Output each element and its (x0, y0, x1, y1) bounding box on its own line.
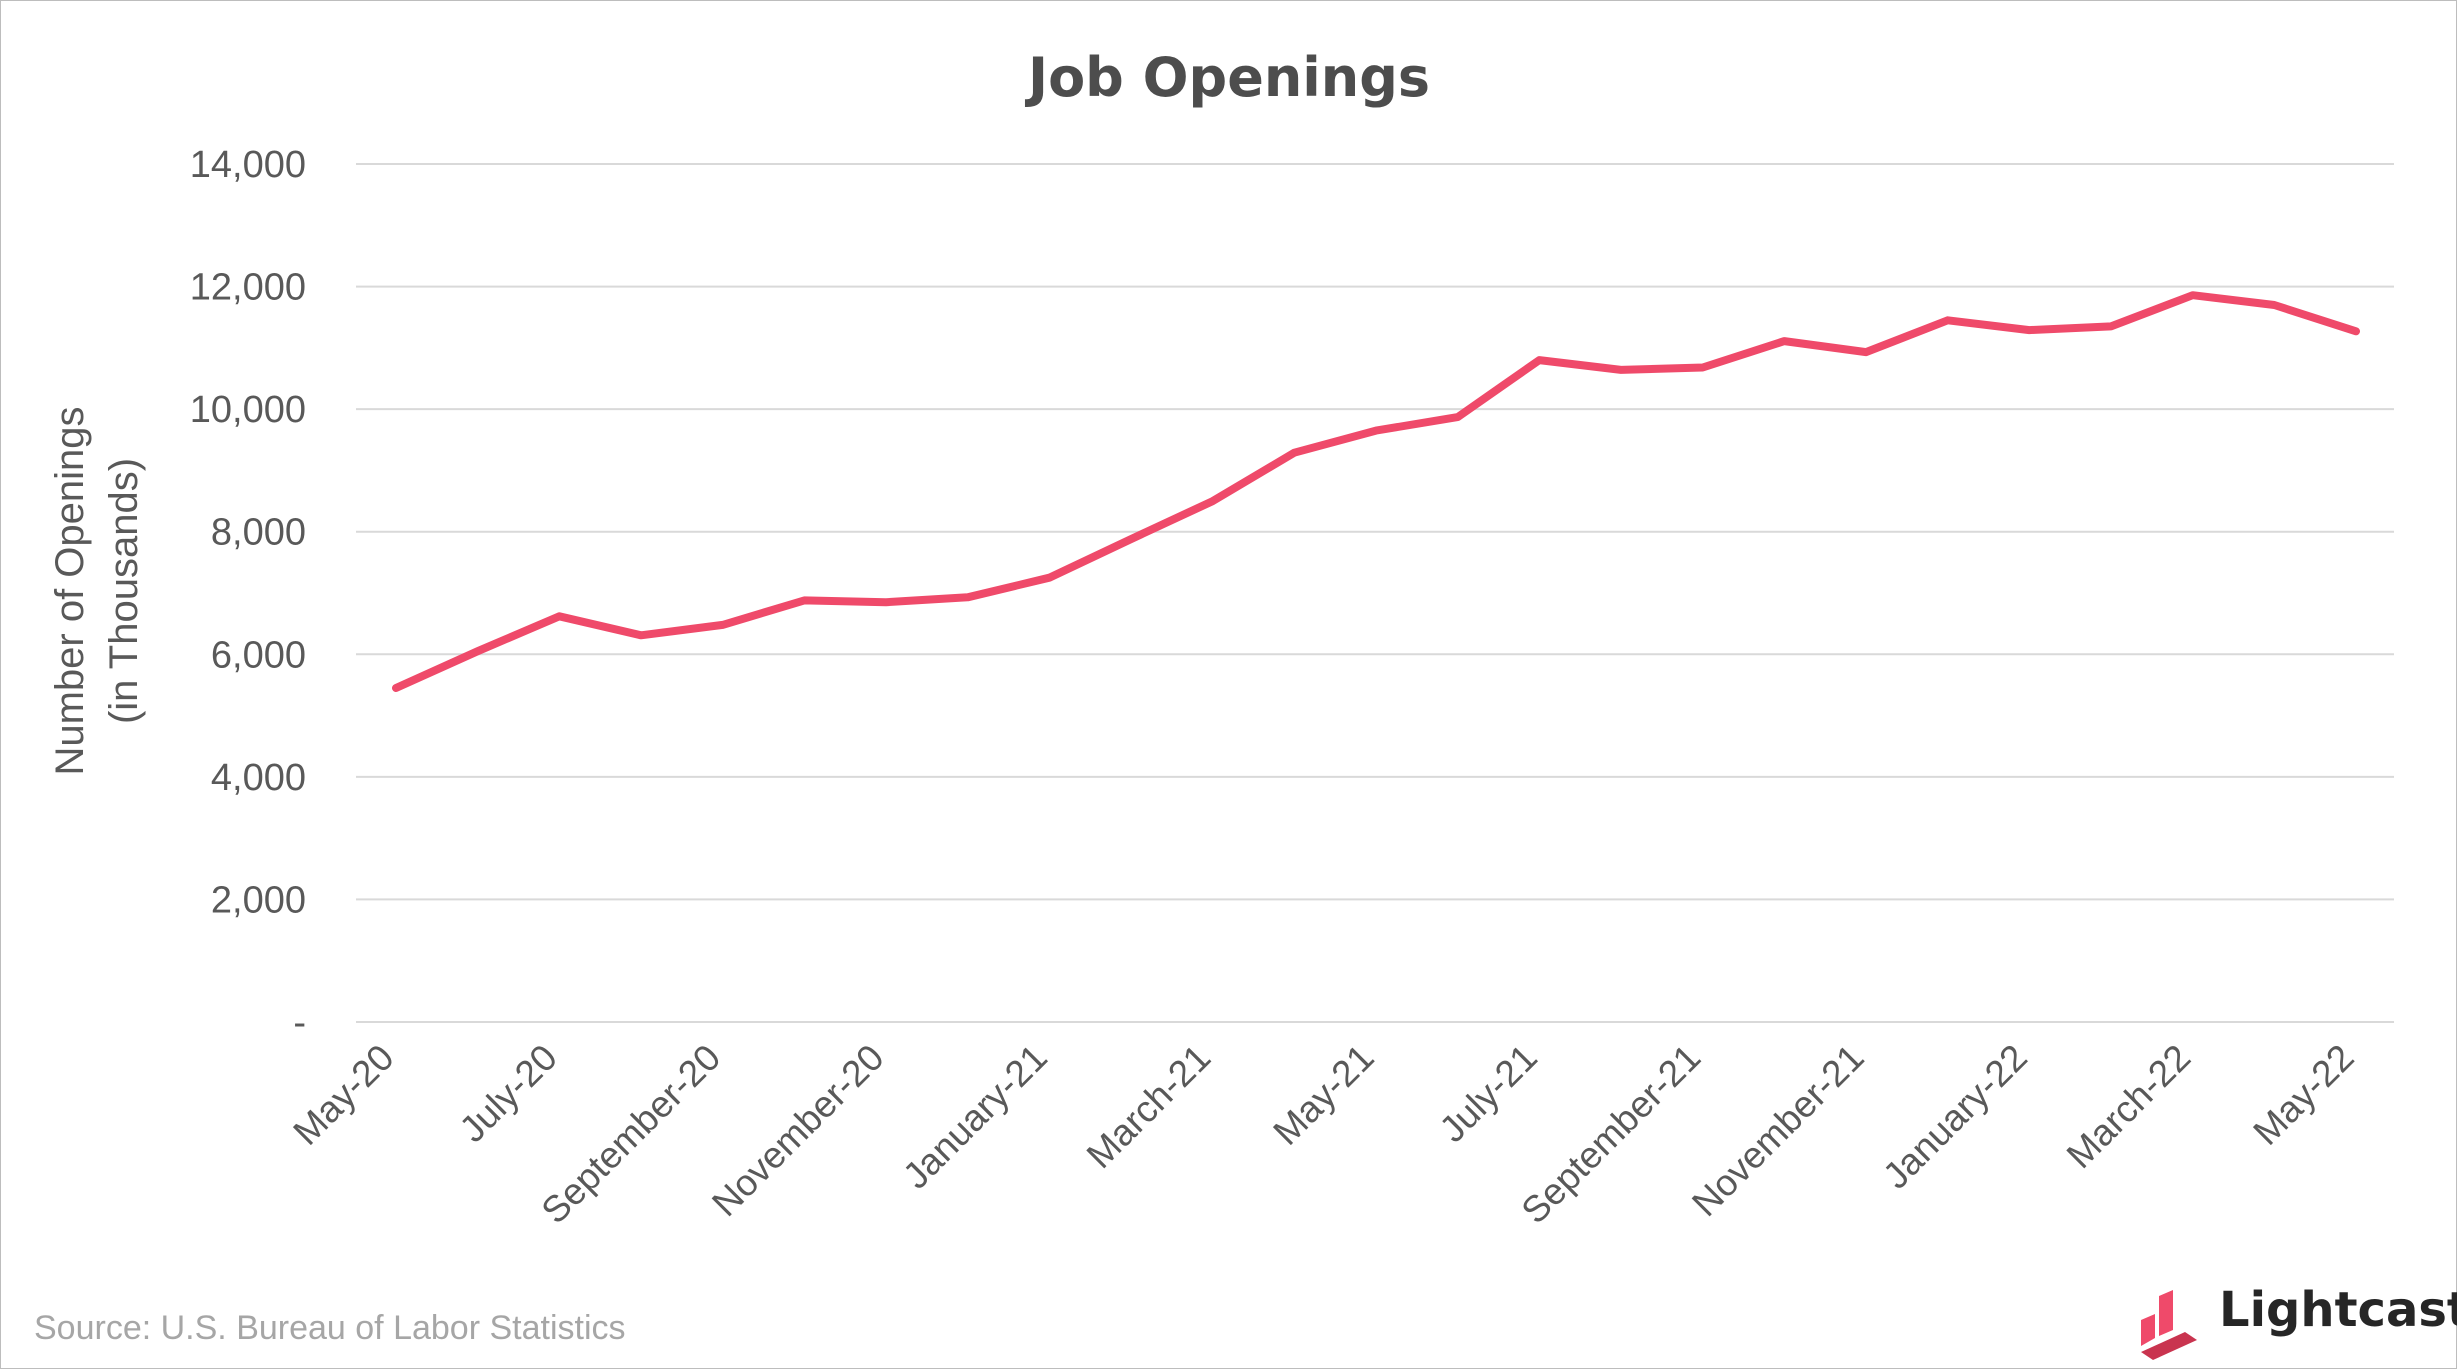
y-axis-label-line-2: (in Thousands) (102, 458, 146, 724)
y-tick-label: 2,000 (211, 879, 306, 921)
y-axis-label-line-1: Number of Openings (48, 406, 92, 775)
x-tick-label: May-21 (1265, 1037, 1381, 1153)
x-tick-label: May-22 (2245, 1037, 2361, 1153)
y-axis-ticks: - 2,000 4,000 6,000 8,000 10,000 12,000 14,000 (190, 144, 306, 1044)
x-tick-label: May-20 (285, 1037, 401, 1153)
lightcast-logo-text: Lightcast (2219, 1282, 2457, 1338)
x-tick-label: March-22 (2059, 1037, 2198, 1176)
x-tick-label: November-21 (1684, 1037, 1871, 1224)
y-tick-label: 4,000 (211, 757, 306, 799)
lightcast-logo-icon (2141, 1290, 2197, 1360)
x-tick-label: November-20 (704, 1037, 891, 1224)
lightcast-logo: Lightcast (2141, 1282, 2457, 1360)
x-tick-label: July-20 (452, 1037, 565, 1150)
source-note: Source: U.S. Bureau of Labor Statistics (34, 1309, 626, 1347)
gridlines (356, 163, 2394, 1023)
x-tick-label: January-22 (1875, 1037, 2035, 1197)
y-tick-label: 10,000 (190, 389, 306, 431)
y-tick-label: 12,000 (190, 267, 306, 309)
x-tick-label: March-21 (1079, 1037, 1218, 1176)
y-axis-label: Number of Openings (in Thousands) (48, 406, 146, 775)
y-tick-label: 14,000 (190, 144, 306, 186)
series-line-0 (392, 291, 2360, 692)
y-tick-label: - (293, 1002, 306, 1044)
x-tick-label: January-21 (895, 1037, 1055, 1197)
x-tick-label: July-21 (1432, 1037, 1545, 1150)
chart-title: Job Openings (1024, 46, 1430, 109)
series (392, 291, 2360, 692)
y-tick-label: 6,000 (211, 634, 306, 676)
y-tick-label: 8,000 (211, 512, 306, 554)
